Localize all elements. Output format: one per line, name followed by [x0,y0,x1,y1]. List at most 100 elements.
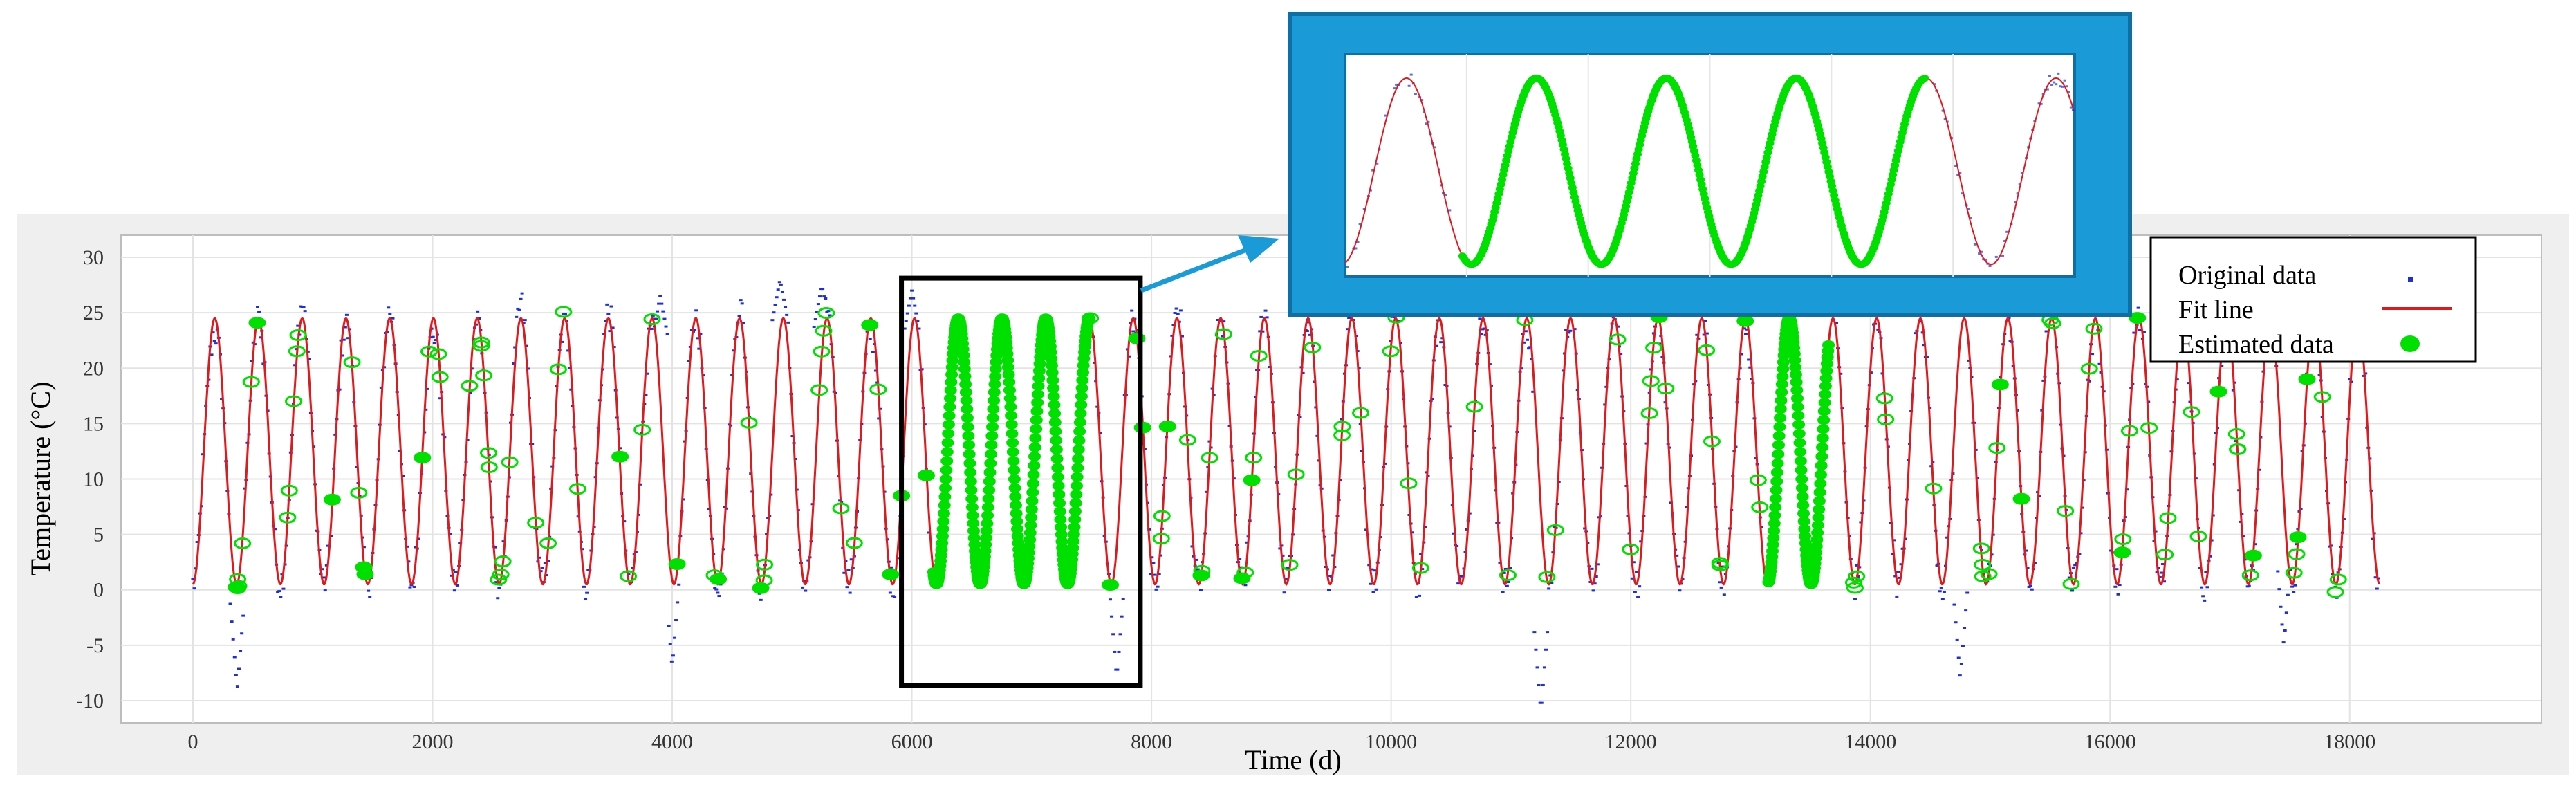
estimated-data-point [1030,406,1044,416]
original-data-point [1550,582,1554,584]
estimated-data-point [1991,378,2009,391]
original-data-point [2201,595,2205,598]
original-data-point [2289,569,2293,571]
estimated-data-point [980,526,993,536]
original-data-point [210,353,214,356]
estimated-data-point [1770,467,1783,477]
inset-original-point [1978,252,1981,255]
estimated-data-point [941,438,954,448]
x-tick-label: 6000 [891,730,933,753]
estimated-data-point [982,494,995,504]
original-data-point [1505,584,1509,587]
estimated-data-point [1003,385,1016,396]
estimated-data-point [937,516,950,526]
original-data-point [1523,330,1528,333]
original-data-point [234,674,238,676]
original-data-point [677,583,681,586]
estimated-data-point [1101,579,1119,591]
original-data-point [772,311,776,314]
estimated-data-point [414,452,432,464]
original-data-point [1956,656,1961,659]
original-data-point [1925,356,1929,358]
original-data-point [1952,603,1956,606]
original-data-point [259,336,263,339]
original-data-point [1150,556,1154,559]
original-data-point [2280,623,2284,626]
original-data-point [1660,356,1665,358]
original-data-point [654,317,658,320]
estimated-data-point [2326,586,2344,598]
original-data-point [1410,531,1414,534]
original-data-point [780,291,784,293]
inset-original-point [1933,83,1936,86]
original-data-point [606,313,611,316]
estimated-data-point [1076,375,1089,385]
original-data-point [1539,701,1544,704]
original-data-point [324,564,328,567]
original-data-point [1508,567,1512,569]
inset-data [1344,72,2075,268]
estimated-data-point [1846,582,1864,594]
estimated-data-point [1736,315,1754,327]
zoom-arrow [1140,248,1246,293]
estimated-data-point [983,467,997,477]
estimated-data-point [965,485,978,495]
original-data-point [848,591,852,594]
estimated-data-point [1011,531,1024,542]
estimated-data-point [429,348,447,360]
estimated-data-point [2012,492,2030,505]
estimated-data-point [611,450,629,463]
estimated-data-point [1817,424,1830,434]
x-tick-label: 2000 [411,730,453,753]
estimated-data-point [1051,472,1064,482]
estimated-data-point [1791,394,1804,404]
original-data-point [1420,568,1425,571]
estimated-data-point [986,422,999,432]
original-data-point [660,302,664,305]
original-data-point [806,559,810,562]
inset-original-point [1958,172,1962,174]
estimated-data-point [1055,522,1068,533]
original-data-point [1547,587,1551,590]
original-data-point [845,586,849,589]
estimated-data-point [1767,533,1780,543]
original-data-point [1136,329,1140,331]
y-tick-label: 15 [83,412,104,435]
estimated-data-point [1609,333,1627,346]
legend-marker-estimated [2400,335,2420,352]
original-data-point [1958,674,1962,677]
original-data-point [1695,333,1699,336]
original-data-point [605,303,609,306]
estimated-data-point [461,380,479,392]
inset-original-point [2003,240,2007,243]
original-data-point [2024,549,2028,552]
legend-label-original: Original data [2178,261,2317,290]
original-data-point [2203,599,2207,602]
original-data-point [1633,591,1637,593]
estimated-data-point [568,483,586,495]
original-data-point [220,398,224,400]
estimated-data-point [2062,578,2080,590]
original-data-point [235,685,239,688]
original-data-point [1745,328,1750,331]
estimated-data-point [981,502,994,513]
estimated-data-point [861,319,879,331]
original-data-point [1963,627,1967,629]
estimated-data-point [1777,364,1790,374]
x-tick-label: 0 [187,730,198,753]
estimated-data-point [472,336,490,349]
estimated-data-point [2140,422,2158,434]
inset-original-point [1961,192,1964,195]
original-data-point [773,304,777,306]
original-data-point [1443,383,1447,386]
estimated-data-point [1047,383,1060,394]
original-data-point [1959,663,1963,665]
estimated-data-point [1006,438,1019,448]
original-data-point [2251,569,2255,571]
original-data-point [1501,591,1505,593]
estimated-data-point [2229,443,2247,455]
original-data-point [1419,553,1423,555]
estimated-data-point [1797,516,1810,526]
original-data-point [1839,372,1843,375]
estimated-data-point [2156,549,2174,561]
